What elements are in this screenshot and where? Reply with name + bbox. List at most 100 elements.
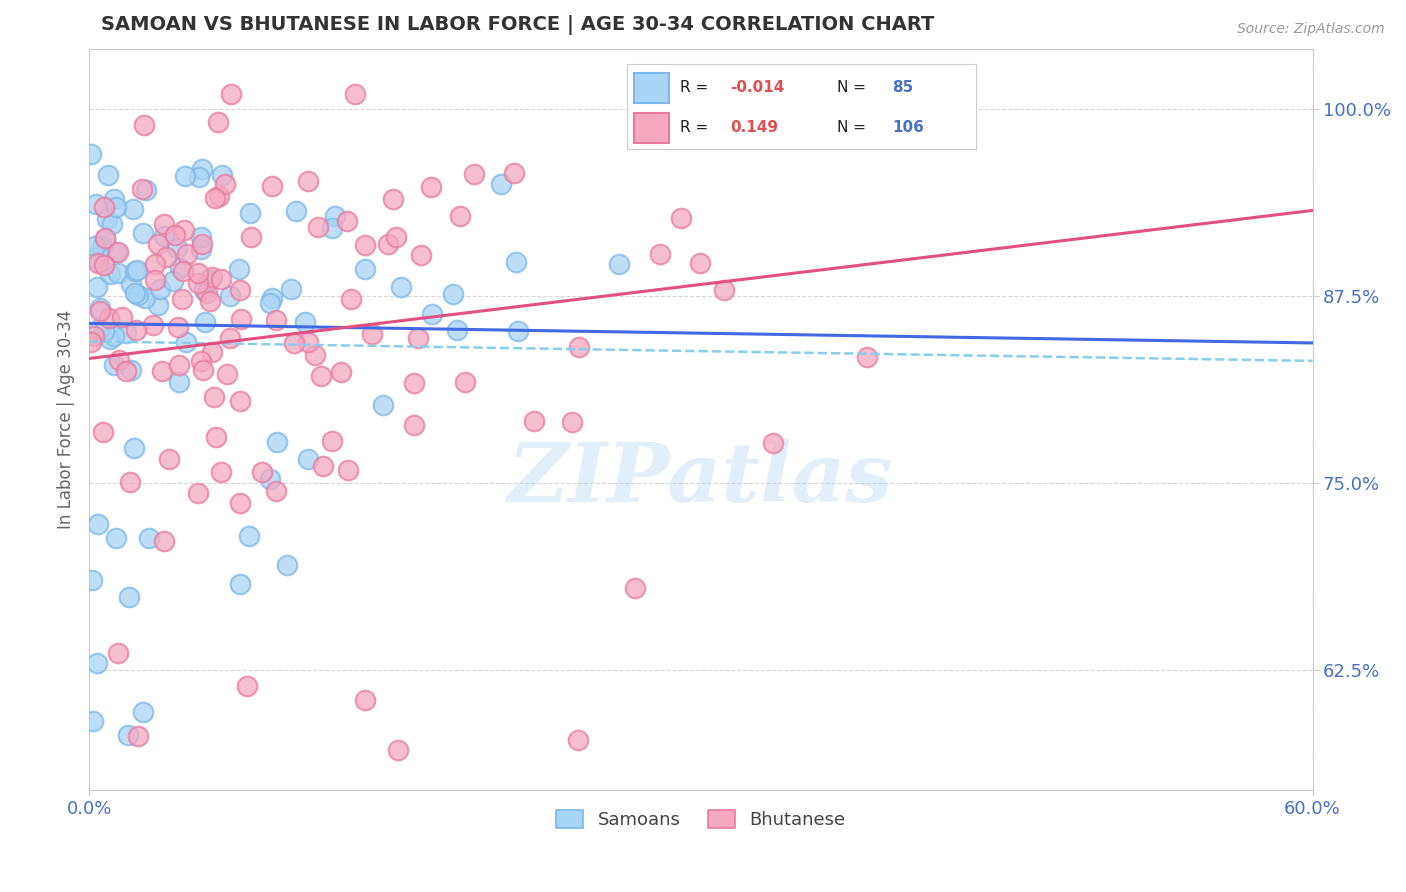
Point bbox=[86, 656, 108, 670]
Point bbox=[86, 255, 108, 269]
Point bbox=[229, 312, 252, 326]
Point bbox=[343, 87, 366, 102]
Point bbox=[148, 237, 170, 252]
Point bbox=[143, 257, 166, 271]
Point bbox=[174, 334, 197, 349]
Point bbox=[402, 417, 425, 432]
Point bbox=[228, 261, 250, 276]
Point bbox=[211, 168, 233, 182]
Point bbox=[209, 465, 232, 479]
Point bbox=[132, 226, 155, 240]
Point bbox=[90, 239, 112, 253]
Point bbox=[190, 161, 212, 176]
Point bbox=[167, 375, 190, 389]
Point bbox=[97, 168, 120, 182]
Point bbox=[419, 179, 441, 194]
Point bbox=[297, 174, 319, 188]
Point bbox=[321, 220, 343, 235]
Point bbox=[163, 228, 186, 243]
Point bbox=[561, 415, 583, 429]
Point bbox=[187, 276, 209, 290]
Point bbox=[97, 311, 120, 326]
Point bbox=[337, 463, 360, 477]
Point bbox=[98, 332, 121, 346]
Point bbox=[624, 581, 647, 595]
Point bbox=[463, 168, 485, 182]
Point bbox=[354, 238, 377, 252]
Point bbox=[134, 291, 156, 305]
Point bbox=[153, 533, 176, 548]
Point bbox=[297, 452, 319, 467]
Point bbox=[176, 246, 198, 260]
Point bbox=[125, 323, 148, 337]
Point bbox=[107, 244, 129, 259]
Point bbox=[201, 269, 224, 284]
Point bbox=[307, 220, 329, 235]
Point bbox=[453, 375, 475, 389]
Point bbox=[118, 590, 141, 604]
Point bbox=[207, 115, 229, 129]
Point bbox=[131, 182, 153, 196]
Point bbox=[157, 451, 180, 466]
Point bbox=[214, 177, 236, 191]
Point bbox=[567, 733, 589, 747]
Point bbox=[201, 344, 224, 359]
Point bbox=[162, 273, 184, 287]
Point bbox=[190, 230, 212, 244]
Point bbox=[209, 272, 232, 286]
Point bbox=[219, 87, 242, 102]
Point bbox=[107, 267, 129, 281]
Point bbox=[107, 646, 129, 660]
Point bbox=[340, 292, 363, 306]
Point bbox=[297, 335, 319, 350]
Point bbox=[503, 166, 526, 180]
Point bbox=[115, 364, 138, 378]
Point bbox=[132, 118, 155, 132]
Point bbox=[323, 209, 346, 223]
Point bbox=[856, 351, 879, 365]
Point bbox=[264, 484, 287, 499]
Point bbox=[240, 229, 263, 244]
Point bbox=[166, 320, 188, 334]
Point bbox=[321, 434, 343, 449]
Point bbox=[105, 245, 128, 260]
Y-axis label: In Labor Force | Age 30-34: In Labor Force | Age 30-34 bbox=[58, 310, 75, 529]
Point bbox=[172, 264, 194, 278]
Point bbox=[148, 298, 170, 312]
Point bbox=[387, 743, 409, 757]
Point bbox=[219, 289, 242, 303]
Point bbox=[94, 231, 117, 245]
Point bbox=[83, 239, 105, 253]
Point bbox=[127, 288, 149, 302]
Point bbox=[568, 340, 591, 354]
Point bbox=[377, 237, 399, 252]
Point bbox=[82, 714, 104, 729]
Point bbox=[187, 169, 209, 184]
Text: SAMOAN VS BHUTANESE IN LABOR FORCE | AGE 30-34 CORRELATION CHART: SAMOAN VS BHUTANESE IN LABOR FORCE | AGE… bbox=[101, 15, 935, 35]
Point bbox=[523, 414, 546, 428]
Point bbox=[93, 200, 115, 214]
Point bbox=[108, 352, 131, 367]
Point bbox=[280, 282, 302, 296]
Point bbox=[371, 399, 394, 413]
Point bbox=[205, 430, 228, 444]
Point bbox=[229, 496, 252, 510]
Text: ZIPatlas: ZIPatlas bbox=[508, 439, 894, 519]
Point bbox=[446, 323, 468, 337]
Point bbox=[449, 209, 471, 223]
Point bbox=[713, 284, 735, 298]
Legend: Samoans, Bhutanese: Samoans, Bhutanese bbox=[548, 803, 852, 837]
Point bbox=[309, 368, 332, 383]
Point bbox=[190, 243, 212, 257]
Point bbox=[312, 459, 335, 474]
Point bbox=[143, 273, 166, 287]
Point bbox=[208, 189, 231, 203]
Point bbox=[173, 169, 195, 184]
Point bbox=[93, 258, 115, 272]
Point bbox=[283, 336, 305, 351]
Point bbox=[142, 318, 165, 332]
Point bbox=[266, 434, 288, 449]
Point bbox=[173, 223, 195, 237]
Point bbox=[187, 485, 209, 500]
Point bbox=[195, 285, 218, 300]
